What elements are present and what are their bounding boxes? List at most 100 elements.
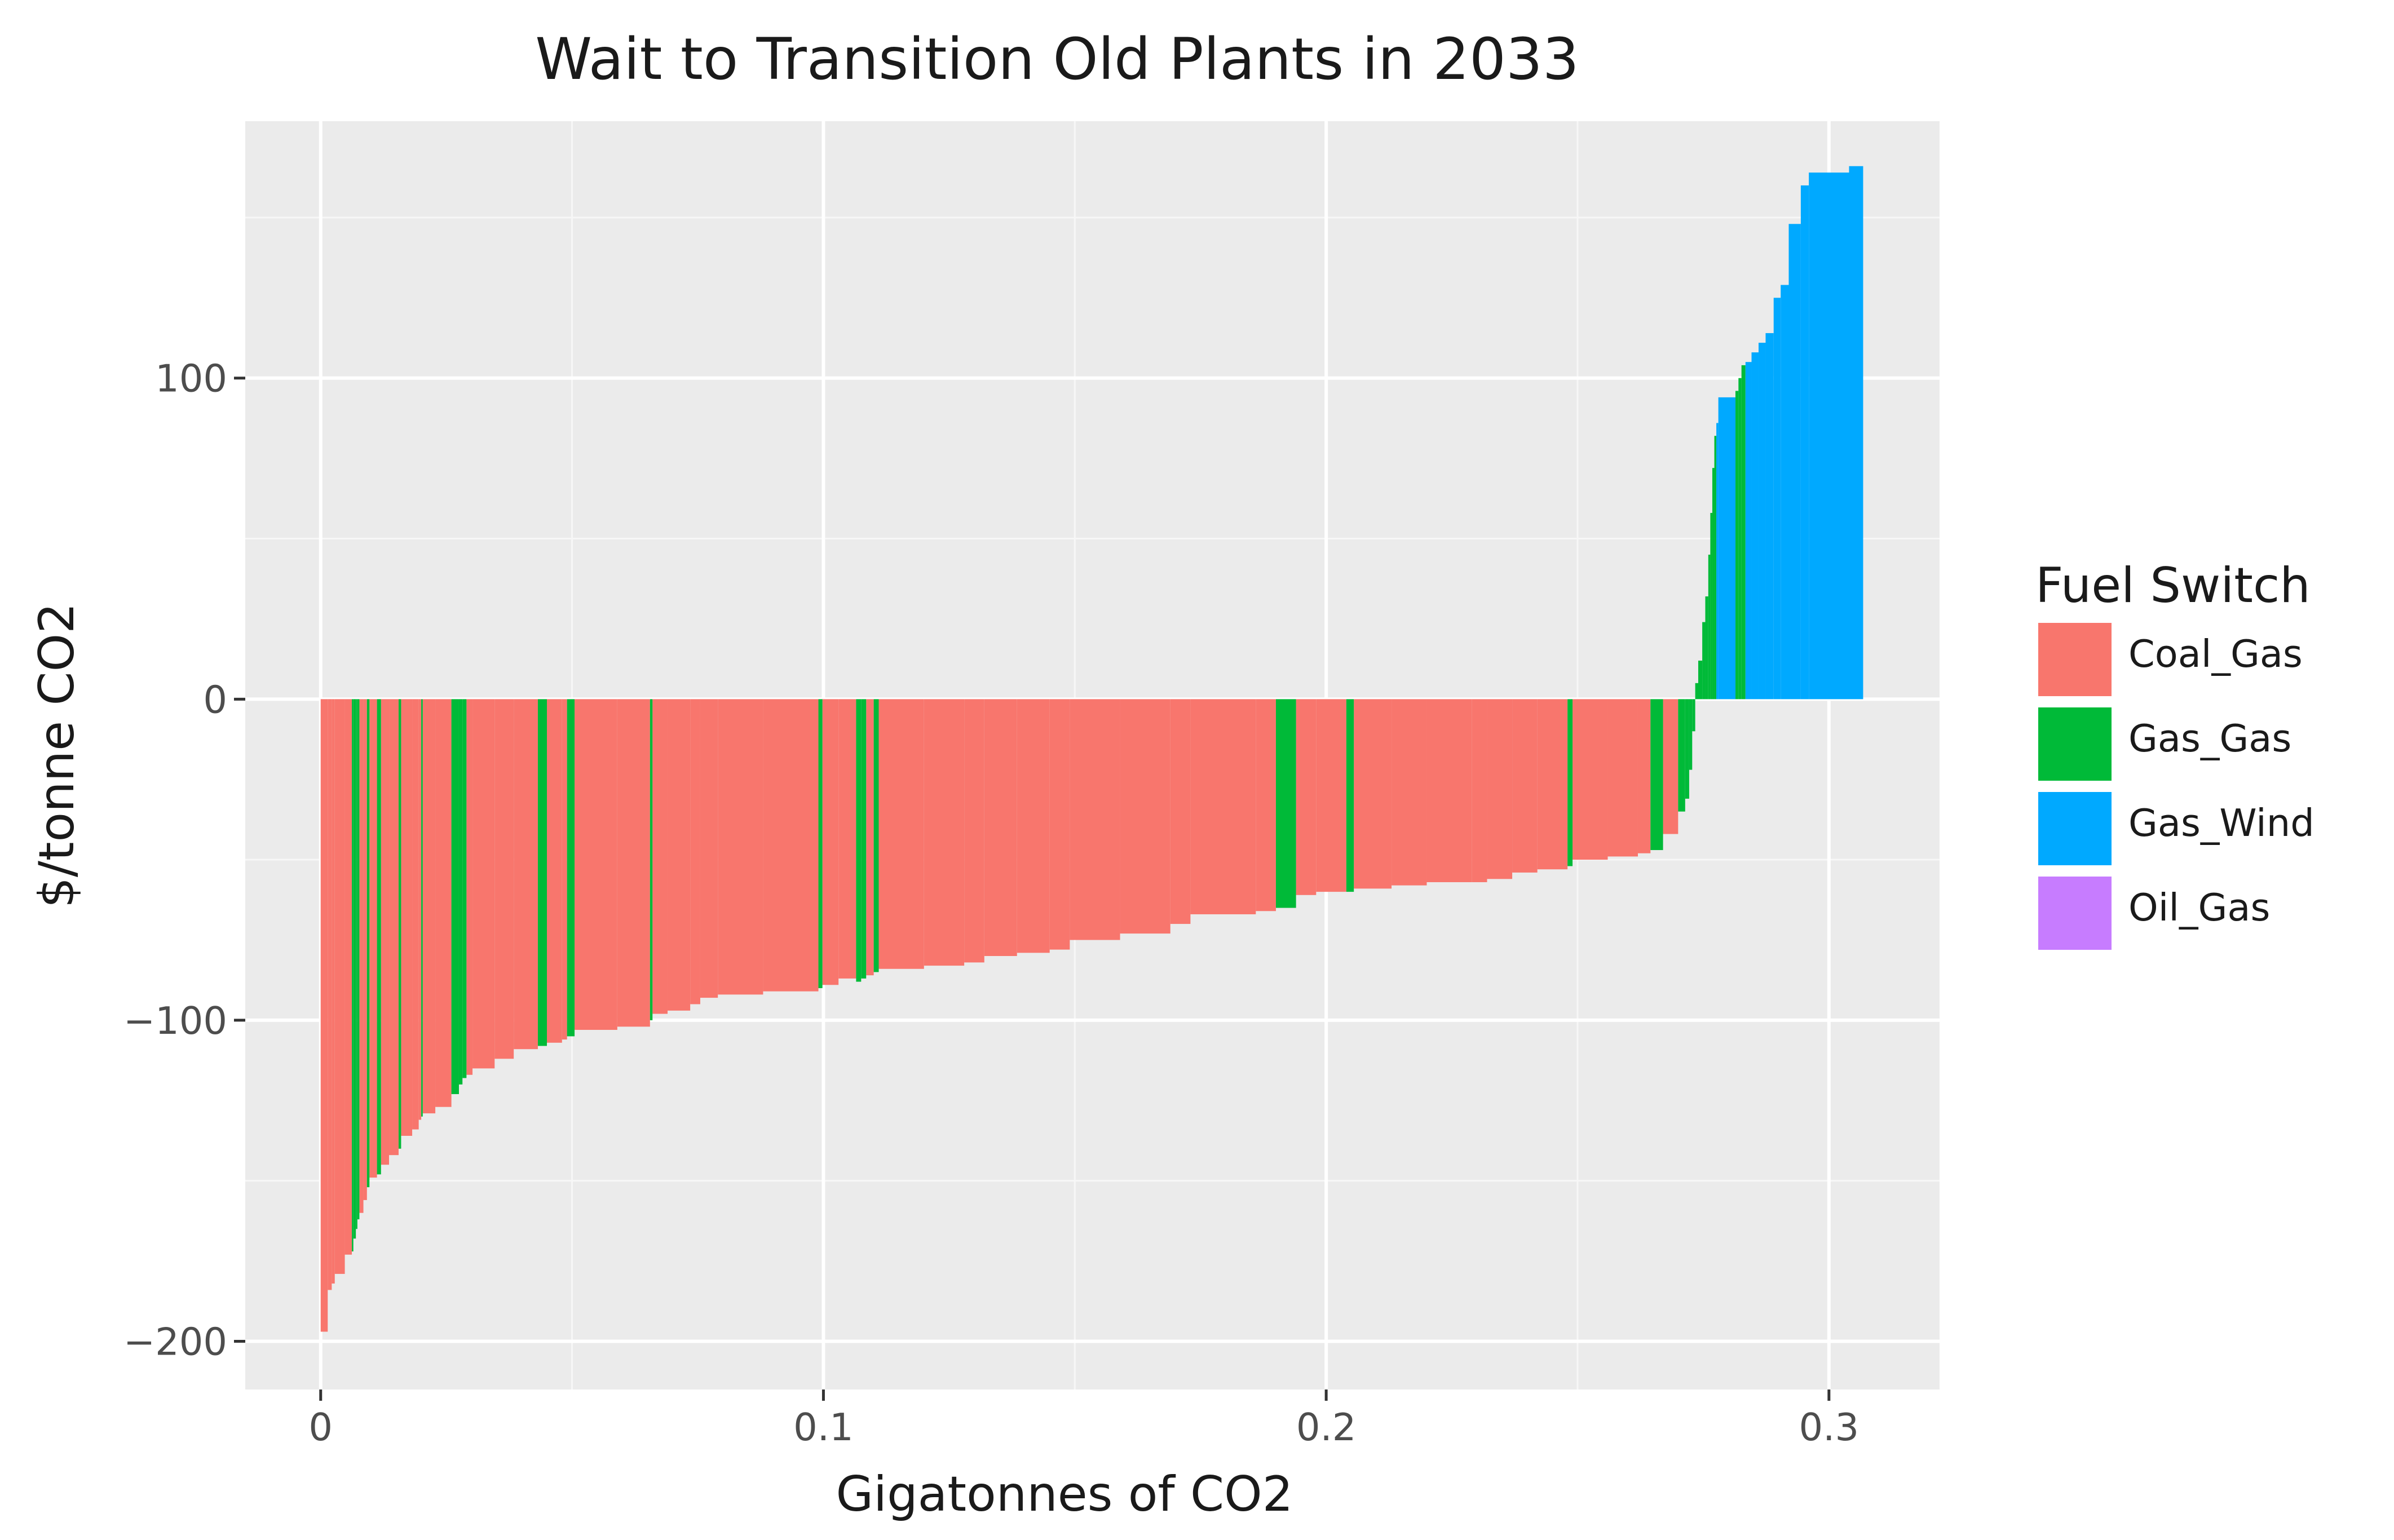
bar-gas-gas [356,699,357,1229]
bar-coal-gas [1637,699,1651,853]
bar-gas-gas [1735,391,1739,700]
bar-coal-gas [418,699,422,1120]
y-tick-label: 0 [203,678,227,722]
bar-gas-gas [537,699,547,1046]
bar-coal-gas [1049,699,1070,950]
bar-gas-gas [352,699,354,1252]
bar-coal-gas [422,699,436,1114]
bar-gas-gas [856,699,862,982]
legend-label-coal-gas: Coal_Gas [2128,632,2303,676]
legend-item-oil-gas: Oil_Gas [2038,877,2270,950]
x-tick-label: 0 [308,1405,333,1449]
y-tick-label: 100 [155,357,227,401]
bar-coal-gas [924,699,965,966]
bar-coal-gas [514,699,538,1050]
bar-coal-gas [334,699,345,1274]
bar-gas-wind [1745,362,1752,700]
bar-coal-gas [718,699,763,995]
bar-coal-gas [617,699,650,1027]
bar-coal-gas [652,699,668,1014]
bar-coal-gas [1392,699,1427,886]
bar-coal-gas [562,699,567,1040]
bar-gas-gas [1710,512,1712,700]
bar-coal-gas [822,699,839,985]
bar-coal-gas [381,699,390,1165]
bar-gas-wind [1788,224,1801,700]
bar-coal-gas [472,699,495,1069]
bar-gas-wind [1781,285,1789,700]
bar-gas-gas [357,699,360,1220]
bar-gas-wind [1718,397,1735,700]
bar-gas-gas [1692,699,1695,732]
bar-coal-gas [369,699,377,1178]
bar-gas-gas [818,699,823,988]
bar-coal-gas [1512,699,1538,873]
bar-coal-gas [344,699,352,1255]
bar-gas-wind [1800,185,1809,700]
bar-gas-gas [377,699,381,1175]
x-tick-label: 0.1 [793,1405,854,1449]
legend-key-gas-gas [2038,707,2112,781]
bar-coal-gas [575,699,617,1030]
bar-coal-gas [964,699,984,963]
bar-gas-wind [1765,333,1774,700]
bar-gas-gas [650,699,653,1020]
bar-coal-gas [389,699,399,1156]
bar-gas-gas [462,699,467,1078]
bar-coal-gas [1120,699,1171,934]
bar-gas-gas [1689,699,1693,770]
bar-gas-gas [861,699,867,979]
bar-gas-wind [1849,166,1863,700]
bar-coal-gas [984,699,1017,957]
bars [320,166,1863,1332]
bar-gas-gas [458,699,463,1085]
y-tick-label: −100 [123,999,227,1043]
bar-gas-gas [567,699,575,1037]
bar-coal-gas [866,699,874,976]
bar-coal-gas [1296,699,1317,895]
bar-gas-gas [873,699,879,972]
bar-gas-gas [1714,436,1717,700]
bar-coal-gas [763,699,819,992]
bar-coal-gas [359,699,364,1213]
bar-coal-gas [1663,699,1679,834]
y-axis-title: $/tonne CO2 [29,603,85,908]
bar-coal-gas [1354,699,1392,889]
bar-coal-gas [494,699,514,1059]
legend-key-gas-wind [2038,792,2112,865]
legend: Fuel Switch Coal_Gas Gas_Gas Gas_Wind Oi… [2035,557,2315,950]
bar-coal-gas [1190,699,1256,914]
bar-coal-gas [547,699,562,1043]
bar-coal-gas [328,699,332,1290]
bar-gas-gas [398,699,401,1149]
bar-gas-gas [353,699,356,1239]
bar-gas-gas [1685,699,1689,799]
bar-coal-gas [1316,699,1346,892]
bar-coal-gas [1070,699,1120,940]
bar-gas-gas [1695,683,1698,700]
bar-coal-gas [1170,699,1191,924]
bar-coal-gas [332,699,335,1284]
bar-gas-gas [1705,596,1708,700]
legend-label-gas-wind: Gas_Wind [2128,801,2315,845]
legend-title: Fuel Switch [2035,557,2311,614]
bar-gas-gas [1275,699,1296,908]
bar-gas-wind [1716,423,1719,700]
bar-gas-gas [1712,468,1715,700]
bar-coal-gas [668,699,691,1011]
legend-item-gas-gas: Gas_Gas [2038,707,2291,781]
axis-ticks: 0 0.1 0.2 0.3 −200 −100 0 100 [123,357,1859,1449]
bar-gas-wind [1758,343,1766,700]
y-tick-label: −200 [123,1320,227,1364]
bar-coal-gas [1573,699,1608,860]
bar-gas-gas [1698,660,1703,700]
bar-coal-gas [435,699,452,1107]
bar-coal-gas [1256,699,1276,911]
bar-coal-gas [838,699,856,979]
bar-coal-gas [690,699,700,1004]
bar-coal-gas [363,699,367,1200]
legend-key-oil-gas [2038,877,2112,950]
x-axis-title: Gigatonnes of CO2 [836,1466,1293,1523]
bar-gas-wind [1751,352,1759,700]
